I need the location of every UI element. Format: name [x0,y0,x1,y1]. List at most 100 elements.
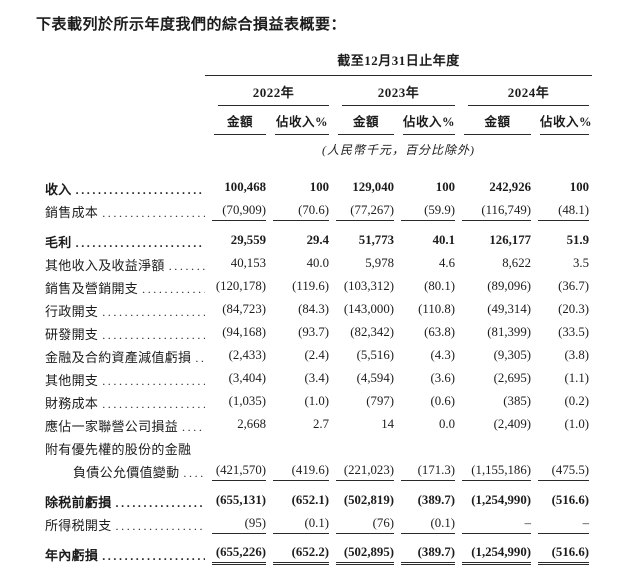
value-cell: 100 [531,180,589,197]
value-cell: 40.0 [266,256,329,273]
value-cell: (93.7) [266,325,329,342]
cell-value: 3.5 [573,256,589,270]
value-cell [266,448,329,450]
cell-value: 0.0 [439,417,455,431]
value-cell [205,448,266,450]
row-label-text: 收入 [45,182,72,197]
row-label: 所得税開支...................................… [36,515,205,534]
value-cell: (797) [329,394,394,411]
cell-value: (63.8) [424,325,455,339]
value-cell: (5,516) [329,348,394,365]
dot-leader: ........................................… [183,466,205,480]
cell-value: (0.1) [273,516,329,534]
value-cell: (82,342) [329,325,394,342]
table-row: 行政開支....................................… [36,299,592,322]
cell-value: (94,168) [222,325,266,339]
income-statement-table: 截至12月31日止年度 2022年 2023年 2024年 金額 佔收入% 金額 佔收入%… [36,50,592,566]
value-cell: (2,433) [205,348,266,365]
cell-value: (93.7) [298,325,329,339]
cell-value: (120,178) [215,279,266,293]
value-cell: (49,314) [455,302,531,319]
value-cell: (516.6) [531,493,589,510]
cell-value: (385) [503,394,531,408]
year-label: 2023年 [342,76,455,106]
value-cell: (81,399) [455,325,531,342]
value-cell: (33.5) [531,325,589,342]
value-cell: (2,409) [455,417,531,434]
cell-value: (0.6) [430,394,455,408]
row-label: 負債公允價值變動................................… [36,462,205,481]
cell-value: (1.0) [304,394,329,408]
row-label: 銷售成本....................................… [36,202,205,221]
row-label: 除税前虧損...................................… [36,492,205,511]
cell-value: (4,594) [356,371,394,385]
row-label: 年內虧損....................................… [36,545,205,564]
cell-value: 100 [309,180,329,194]
row-label-text: 研發開支 [45,327,99,342]
cell-value: 5,978 [365,256,394,270]
year-group-2023年: 2023年 [329,76,455,106]
value-cell: 126,177 [455,233,531,250]
period-header: 截至12月31日止年度 [205,50,592,76]
dot-leader: ........................................… [102,206,205,220]
cell-value [273,448,329,450]
value-cell: (1.1) [531,371,589,388]
value-cell: (63.8) [394,325,455,342]
table-row: 應佔一家聯營公司損益..............................… [36,414,592,437]
cell-value: (76) [336,516,394,534]
cell-value: (143,000) [343,302,394,316]
cell-value [401,448,455,450]
cell-value: (516.6) [551,493,589,507]
value-cell: 40.1 [394,233,455,250]
value-cell [329,448,394,450]
cell-value: 2.7 [313,417,329,431]
amount-header-label: 金額 [214,106,266,135]
column-header-row: 金額 佔收入% 金額 佔收入% 金額 佔收入% [36,106,592,135]
cell-value: (77,267) [336,203,394,221]
value-cell: 100 [394,180,455,197]
table-row: 其他開支....................................… [36,368,592,391]
value-cell: (89,096) [455,279,531,296]
value-cell: (76) [329,516,394,534]
value-cell: 4.6 [394,256,455,273]
value-cell: (143,000) [329,302,394,319]
value-cell: 14 [329,417,394,434]
cell-value: (49,314) [487,302,531,316]
value-cell: (1,254,990) [455,493,531,510]
cell-value: 14 [381,417,394,431]
value-cell: (502,895) [329,545,394,565]
table-row: 收入......................................… [36,177,592,200]
cell-value: (33.5) [558,325,589,339]
cell-value: 40.1 [432,233,455,247]
value-cell: (9,305) [455,348,531,365]
cell-value: (103,312) [343,279,394,293]
value-cell: (1,155,186) [455,463,531,481]
value-cell: (20.3) [531,302,589,319]
value-cell: (1,035) [205,394,266,411]
dot-leader: ........................................… [142,282,205,296]
cell-value: 242,926 [489,180,531,194]
value-cell: (70.6) [266,203,329,221]
value-cell: (3.4) [266,371,329,388]
dot-leader: ........................................… [102,305,205,319]
cell-value: (59.9) [401,203,455,221]
cell-value: 8,622 [502,256,531,270]
cell-value: (1,155,186) [462,463,531,481]
dot-leader: ........................................… [182,420,205,434]
cell-value: (516.6) [538,545,589,565]
pct-column-header: 佔收入% [394,106,455,135]
value-cell: (0.1) [394,516,455,534]
value-cell: – [455,516,531,534]
cell-value: (20.3) [558,302,589,316]
table-row: 財務成本....................................… [36,391,592,414]
amount-header-label: 金額 [338,106,394,135]
year-group-2024年: 2024年 [455,76,589,106]
cell-value: 126,177 [489,233,531,247]
value-cell: 0.0 [394,417,455,434]
cell-value: 29,559 [230,233,266,247]
value-cell: 100 [266,180,329,197]
value-cell: (419.6) [266,463,329,481]
value-cell: (3,404) [205,371,266,388]
cell-value [212,448,266,450]
value-cell: 51,773 [329,233,394,250]
